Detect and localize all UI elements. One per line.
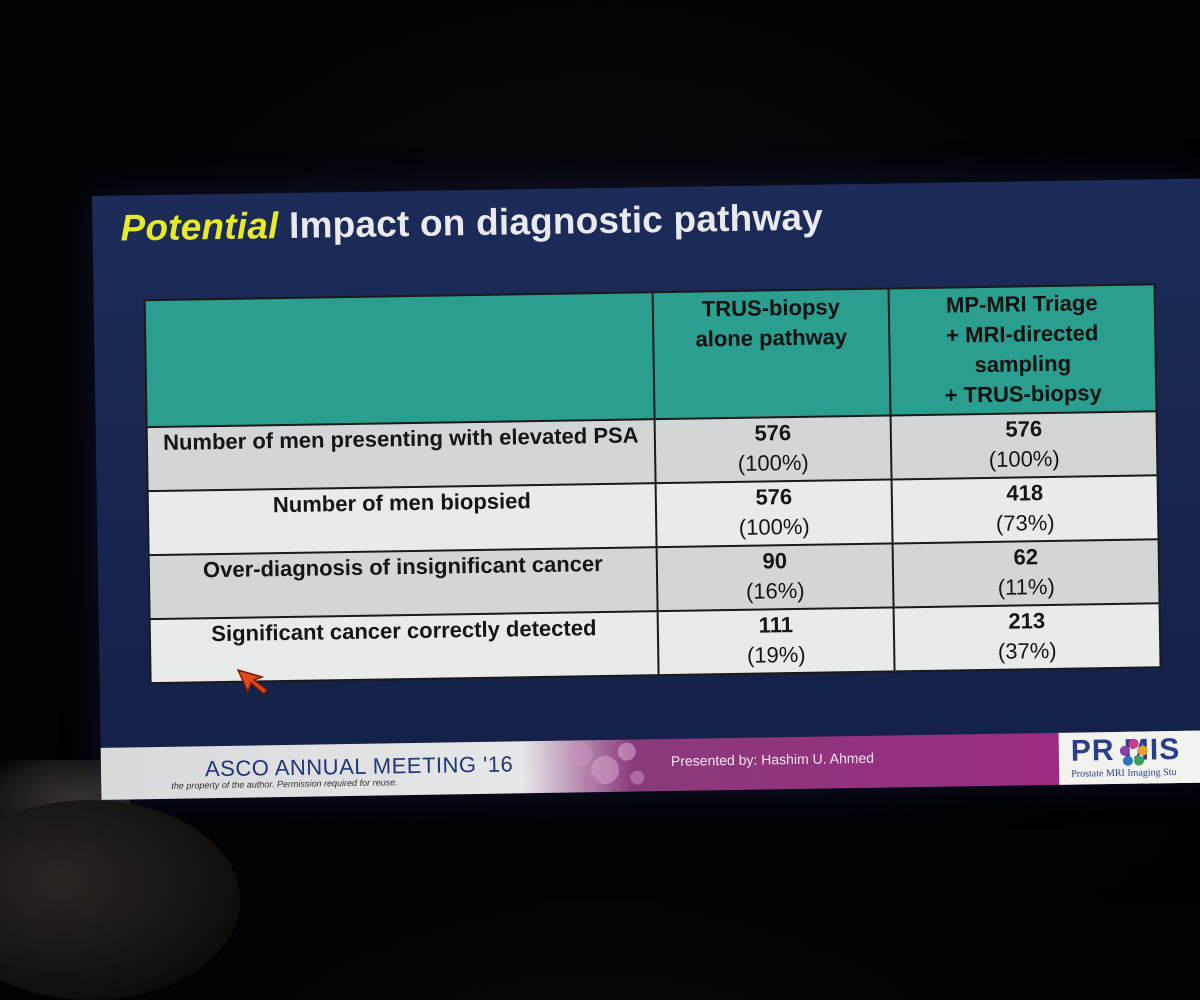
header-mri-line: + MRI-directed (945, 320, 1099, 348)
row-label: Significant cancer correctly detected (149, 611, 659, 684)
trus-cell: 111 (19%) (657, 607, 895, 676)
mri-cell: 418 (73%) (891, 475, 1159, 544)
mri-value: 576 (1005, 416, 1043, 442)
table-header-row: TRUS-biopsy alone pathway MP-MRI Triage … (144, 284, 1157, 428)
logo-tagline: Prostate MRI Imaging Stu (1071, 767, 1177, 780)
trus-value: 576 (755, 484, 793, 510)
mri-percent: (37%) (997, 637, 1057, 664)
mri-value: 418 (1006, 480, 1044, 506)
trus-percent: (19%) (746, 641, 806, 668)
trus-percent: (100%) (738, 513, 810, 540)
red-arrow-cursor-icon (236, 668, 269, 696)
trus-value: 111 (758, 612, 794, 638)
row-label: Over-diagnosis of insignificant cancer (148, 547, 658, 620)
slide-footer: ASCO ANNUAL MEETING '16 the property of … (100, 730, 1200, 800)
trus-percent: (100%) (737, 449, 809, 476)
header-mri-line: sampling (974, 350, 1072, 378)
results-table-wrapper: TRUS-biopsy alone pathway MP-MRI Triage … (144, 283, 1162, 684)
promis-logo: PR MIS Prostate MRI Imaging Stu (1058, 730, 1200, 785)
copyright-notice: the property of the author. Permission r… (171, 777, 398, 791)
footer-decoration-icon (568, 742, 645, 791)
header-trus-biopsy: TRUS-biopsy alone pathway (652, 288, 891, 420)
trus-value: 90 (762, 548, 788, 574)
audience-head-silhouette (0, 800, 240, 1000)
title-rest: Impact on diagnostic pathway (278, 196, 824, 247)
mri-percent: (100%) (988, 445, 1060, 472)
header-trus-line: TRUS-biopsy (701, 294, 841, 322)
row-label: Number of men biopsied (147, 483, 657, 556)
mri-value: 213 (1008, 608, 1046, 634)
header-mri-line: MP-MRI Triage (945, 290, 1098, 318)
trus-cell: 576 (100%) (654, 415, 892, 484)
mri-cell: 213 (37%) (893, 603, 1161, 672)
header-mri-line: + TRUS-biopsy (944, 380, 1102, 408)
trus-cell: 576 (100%) (655, 479, 893, 548)
title-emphasis: Potential (120, 205, 279, 249)
trus-value: 576 (754, 420, 792, 446)
header-mp-mri-triage: MP-MRI Triage + MRI-directed sampling + … (888, 284, 1157, 416)
presentation-slide: Potential Impact on diagnostic pathway T… (92, 178, 1200, 800)
presenter-credit: Presented by: Hashim U. Ahmed (670, 749, 875, 769)
logo-flower-icon (1119, 738, 1148, 766)
row-label: Number of men presenting with elevated P… (146, 419, 656, 492)
header-trus-line: alone pathway (695, 324, 848, 352)
mri-percent: (73%) (995, 509, 1055, 536)
mri-cell: 576 (100%) (890, 411, 1158, 480)
header-empty-cell (144, 292, 655, 428)
trus-cell: 90 (16%) (656, 543, 894, 612)
results-table: TRUS-biopsy alone pathway MP-MRI Triage … (144, 283, 1162, 684)
mri-cell: 62 (11%) (892, 539, 1160, 608)
slide-title: Potential Impact on diagnostic pathway (120, 197, 823, 250)
trus-percent: (16%) (745, 577, 805, 604)
mri-value: 62 (1013, 544, 1039, 570)
mri-percent: (11%) (997, 573, 1055, 600)
